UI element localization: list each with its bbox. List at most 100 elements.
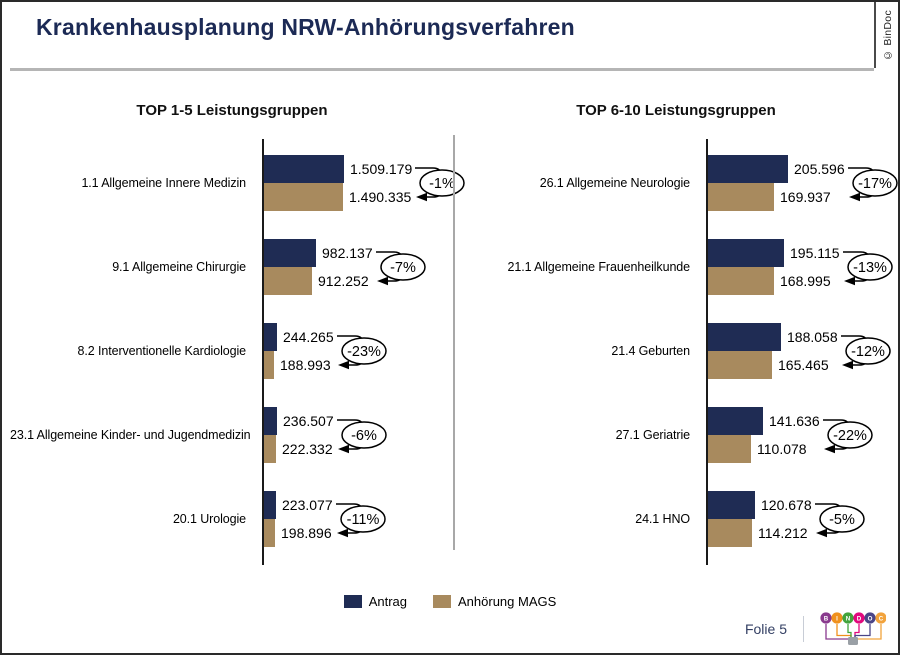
anhoerung-value-label: 188.993 <box>280 357 331 373</box>
delta-oval <box>380 253 426 281</box>
arrow-left-icon <box>816 528 827 538</box>
bar-group: 21.1 Allgemeine Frauenheilkunde 195.115 … <box>454 239 898 295</box>
bar-row-anhoerung: 198.896 <box>264 519 454 547</box>
bar-row-antrag: 1.509.179 <box>264 155 454 183</box>
svg-text:O: O <box>868 615 873 622</box>
bar-row-antrag: 244.265 <box>264 323 454 351</box>
category-label: 20.1 Urologie <box>172 512 246 526</box>
antrag-bar[interactable] <box>264 155 344 183</box>
anhoerung-bar[interactable] <box>708 183 774 211</box>
anhoerung-value-label: 110.078 <box>757 441 807 457</box>
slide-number-label: Folie 5 <box>744 621 787 637</box>
bar-row-anhoerung: 165.465 <box>708 351 898 379</box>
antrag-bar[interactable] <box>708 407 763 435</box>
delta-callout: -23% <box>337 335 387 370</box>
category-axis-line <box>262 139 264 565</box>
antrag-bar[interactable] <box>708 323 781 351</box>
anhoerung-value-label: 222.332 <box>282 441 333 457</box>
bar-pair: 195.115 168.995 -13% <box>708 239 898 295</box>
delta-percent-label: -5% <box>829 512 855 528</box>
bar-row-antrag: 205.596 <box>708 155 898 183</box>
anhoerung-bar[interactable] <box>708 435 751 463</box>
anhoerung-bar[interactable] <box>708 351 772 379</box>
anhoerung-value-label: 114.212 <box>758 525 808 541</box>
bar-pair: 236.507 222.332 -6% <box>264 407 454 463</box>
antrag-bar[interactable] <box>264 407 277 435</box>
delta-oval <box>847 253 893 281</box>
arrow-left-icon <box>416 192 427 202</box>
antrag-bar[interactable] <box>708 491 755 519</box>
anhoerung-bar[interactable] <box>708 519 752 547</box>
bar-pair: 188.058 165.465 -12% <box>708 323 898 379</box>
bar-pair: 120.678 114.212 -5% <box>708 491 898 547</box>
arrow-left-icon <box>377 276 388 286</box>
antrag-bar[interactable] <box>264 323 277 351</box>
bar-row-anhoerung: 110.078 <box>708 435 898 463</box>
bar-pair: 244.265 188.993 -23% <box>264 323 454 379</box>
antrag-bar[interactable] <box>264 239 316 267</box>
category-label: 1.1 Allgemeine Innere Medizin <box>81 176 246 190</box>
antrag-value-label: 141.636 <box>769 413 820 429</box>
bar-group: 23.1 Allgemeine Kinder- und Jugendmedizi… <box>10 407 454 463</box>
anhoerung-bar[interactable] <box>264 435 276 463</box>
legend: Antrag Anhörung MAGS <box>2 594 898 609</box>
antrag-value-label: 188.058 <box>787 329 838 345</box>
anhoerung-bar[interactable] <box>708 267 774 295</box>
delta-percent-label: -13% <box>853 260 887 276</box>
chart-title: TOP 6-10 Leistungsgruppen <box>576 102 776 119</box>
bar-row-anhoerung: 1.490.335 <box>264 183 454 211</box>
anhoerung-bar[interactable] <box>264 351 274 379</box>
delta-oval <box>852 169 898 197</box>
bar-row-anhoerung: 114.212 <box>708 519 898 547</box>
delta-callout: -12% <box>841 335 891 370</box>
bar-pair: 982.137 912.252 -7% <box>264 239 454 295</box>
delta-percent-label: -1% <box>429 176 455 192</box>
bar-pair: 223.077 198.896 -11% <box>264 491 454 547</box>
bar-pair: 205.596 169.937 -17% <box>708 155 898 211</box>
arrow-left-icon <box>824 444 835 454</box>
antrag-value-label: 982.137 <box>322 245 373 261</box>
svg-text:D: D <box>857 615 862 622</box>
bar-row-anhoerung: 912.252 <box>264 267 454 295</box>
bar-row-anhoerung: 222.332 <box>264 435 454 463</box>
antrag-value-label: 223.077 <box>282 497 333 513</box>
category-axis-line <box>706 139 708 565</box>
antrag-value-label: 244.265 <box>283 329 334 345</box>
antrag-value-label: 1.509.179 <box>350 161 413 177</box>
delta-callout: -17% <box>848 167 898 202</box>
anhoerung-value-label: 912.252 <box>318 273 369 289</box>
antrag-bar[interactable] <box>708 239 784 267</box>
delta-callout: -11% <box>336 503 386 538</box>
bar-row-antrag: 120.678 <box>708 491 898 519</box>
anhoerung-value-label: 168.995 <box>780 273 831 289</box>
anhoerung-bar[interactable] <box>264 519 275 547</box>
bar-row-antrag: 188.058 <box>708 323 898 351</box>
anhoerung-bar[interactable] <box>264 267 312 295</box>
bar-row-anhoerung: 168.995 <box>708 267 898 295</box>
bar-group: 8.2 Interventionelle Kardiologie 244.265… <box>10 323 454 379</box>
chart-top-1-5: TOP 1-5 Leistungsgruppen 1.1 Allgemeine … <box>10 102 465 565</box>
legend-label: Anhörung MAGS <box>458 594 557 609</box>
delta-percent-label: -23% <box>347 344 381 360</box>
delta-callout: -5% <box>815 503 865 538</box>
bar-row-anhoerung: 169.937 <box>708 183 898 211</box>
bar-pair: 1.509.179 1.490.335 -1% <box>264 155 465 211</box>
delta-oval <box>340 505 386 533</box>
bar-group: 21.4 Geburten 188.058 165.465 -12% <box>454 323 898 379</box>
antrag-bar[interactable] <box>264 491 276 519</box>
delta-percent-label: -6% <box>351 428 377 444</box>
chart-body: 1.1 Allgemeine Innere Medizin 1.509.179 … <box>10 139 465 565</box>
bar-row-antrag: 982.137 <box>264 239 454 267</box>
delta-callout: -22% <box>823 419 873 454</box>
delta-oval <box>819 505 865 533</box>
anhoerung-bar[interactable] <box>264 183 343 211</box>
antrag-bar[interactable] <box>708 155 788 183</box>
svg-text:B: B <box>824 615 829 622</box>
bar-row-anhoerung: 188.993 <box>264 351 454 379</box>
bar-row-antrag: 236.507 <box>264 407 454 435</box>
anhoerung-value-label: 1.490.335 <box>349 189 412 205</box>
antrag-value-label: 120.678 <box>761 497 812 513</box>
delta-callout: -7% <box>376 251 426 286</box>
charts-divider <box>453 135 455 550</box>
